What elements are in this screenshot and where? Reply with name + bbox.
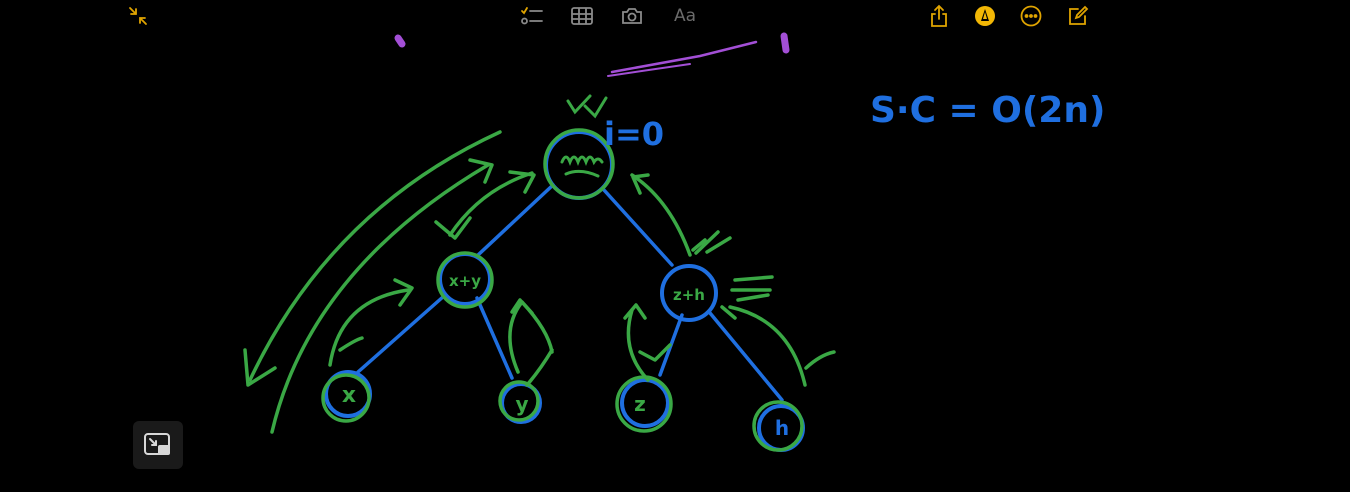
- root-index-label: i=0: [604, 115, 664, 153]
- left-child-label: x+y: [449, 272, 481, 290]
- leaf-h-label: h: [775, 416, 789, 440]
- markup-pen-icon[interactable]: [971, 3, 999, 29]
- leaf-node-z: [620, 378, 670, 428]
- checklist-icon[interactable]: [518, 3, 546, 29]
- leaf-y-label: y: [515, 392, 528, 416]
- leaf-z-label: z: [634, 392, 646, 416]
- font-style-button[interactable]: Aa: [670, 3, 700, 29]
- leaf-node-y: [500, 382, 542, 424]
- share-icon[interactable]: [925, 3, 953, 29]
- picture-in-picture-button[interactable]: [133, 421, 183, 469]
- table-icon[interactable]: [568, 3, 596, 29]
- more-options-icon[interactable]: [1017, 3, 1045, 29]
- font-style-label: Aa: [673, 6, 697, 26]
- camera-icon[interactable]: [618, 3, 646, 29]
- notes-toolbar: Aa: [0, 0, 1350, 32]
- green-leaf-outlines: [321, 128, 804, 452]
- compose-icon[interactable]: [1064, 3, 1092, 29]
- space-complexity-text: S·C = O(2n): [870, 90, 1105, 131]
- right-child-node: [660, 264, 718, 322]
- recursion-trace-arrows: [243, 130, 836, 434]
- tree-edges: [356, 183, 784, 402]
- purple-highlight-strokes: [394, 32, 790, 77]
- collapse-icon[interactable]: [124, 3, 152, 29]
- tree-nodes: [324, 130, 805, 452]
- root-node-content: [560, 94, 608, 178]
- pip-icon: [144, 433, 170, 455]
- leaf-x-label: x: [342, 383, 356, 408]
- right-child-label: z+h: [673, 286, 705, 304]
